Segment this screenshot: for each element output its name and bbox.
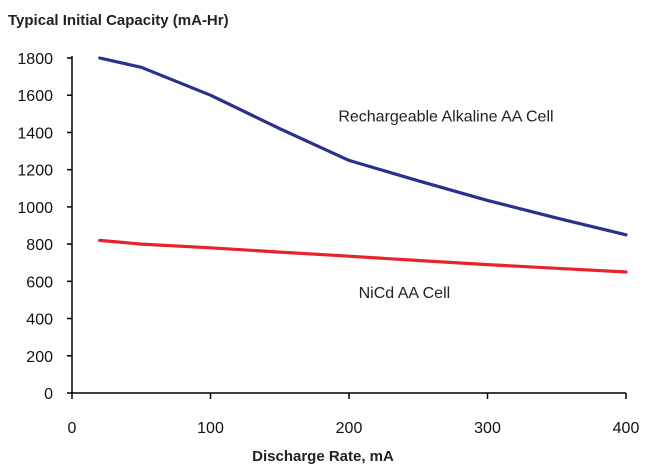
y-axis-ticks: 0 200 400 600 800 1000 1200 1400 1600 1800 [17, 51, 72, 403]
y-tick-label: 1000 [17, 200, 53, 217]
y-tick-label: 1200 [17, 163, 53, 180]
alkaline-series-label: Rechargeable Alkaline AA Cell [338, 108, 553, 125]
nicd-series-line [98, 238, 628, 274]
x-axis-label: Discharge Rate, mA [252, 448, 394, 465]
axes [71, 56, 626, 394]
y-tick-label: 0 [44, 386, 53, 403]
y-tick-label: 1800 [17, 51, 53, 68]
nicd-series-label: NiCd AA Cell [359, 285, 451, 302]
x-tick-label: 100 [197, 420, 224, 437]
annotations: Rechargeable Alkaline AA Cell NiCd AA Cel… [338, 108, 553, 302]
y-tick-label: 1400 [17, 125, 53, 142]
x-tick-label: 0 [68, 420, 77, 437]
x-axis-ticks: 0 100 200 300 400 [68, 393, 640, 437]
series-lines [98, 56, 628, 274]
y-tick-label: 800 [26, 237, 53, 254]
alkaline-series-line [98, 56, 628, 237]
x-tick-label: 200 [336, 420, 363, 437]
chart-title: Typical Initial Capacity (mA-Hr) [8, 12, 229, 29]
x-tick-label: 400 [613, 420, 640, 437]
x-tick-label: 300 [474, 420, 501, 437]
y-tick-label: 1600 [17, 88, 53, 105]
y-tick-label: 400 [26, 312, 53, 329]
y-tick-label: 200 [26, 349, 53, 366]
y-tick-label: 600 [26, 274, 53, 291]
